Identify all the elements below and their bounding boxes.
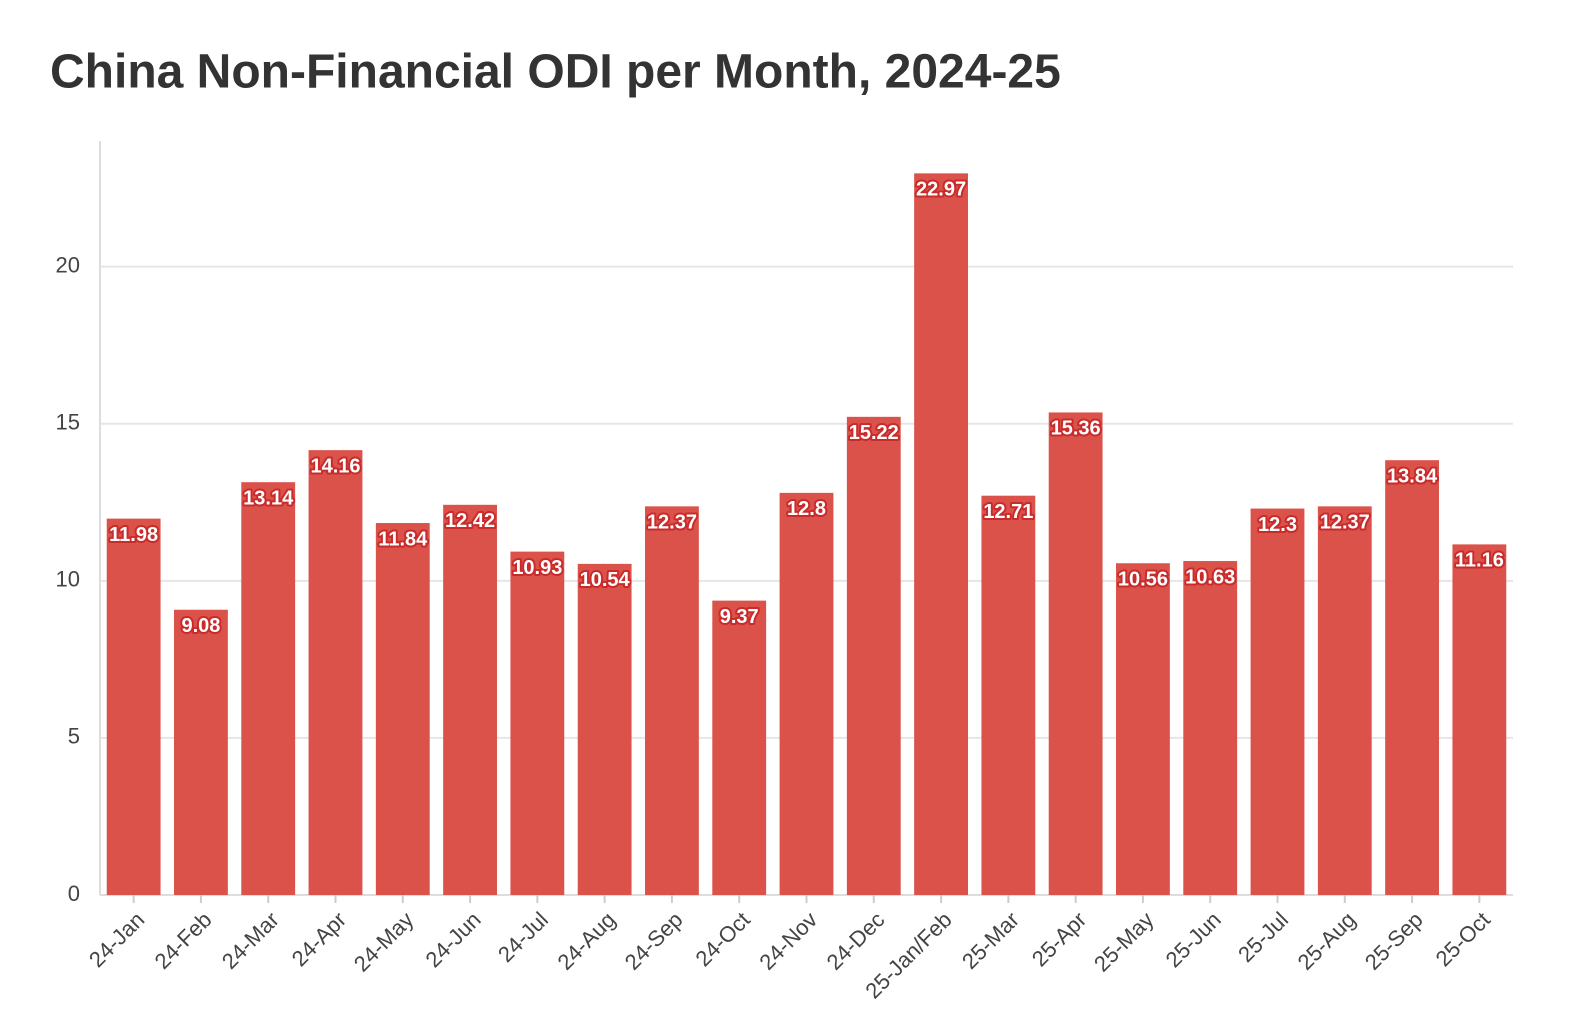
value-label: 10.63	[1185, 566, 1235, 588]
value-label: 9.37	[720, 606, 759, 628]
x-tick-label: 25-Jun	[1161, 907, 1226, 972]
bar	[106, 518, 161, 895]
value-label: 11.98	[109, 524, 158, 546]
bar	[779, 492, 834, 895]
bar	[510, 551, 565, 895]
bar	[645, 506, 699, 895]
x-tick-label: 25-Mar	[957, 907, 1024, 974]
value-label: 12.37	[647, 512, 697, 534]
x-tick-label: 25-Apr	[1027, 907, 1091, 971]
bar	[375, 523, 430, 895]
value-label: 12.42	[445, 510, 495, 532]
x-tick-label: 25-Sep	[1360, 907, 1428, 975]
value-label: 12.71	[983, 501, 1033, 523]
x-tick-label: 25-Jul	[1233, 907, 1293, 967]
value-label: 9.08	[181, 615, 220, 637]
bar	[1116, 563, 1170, 895]
x-tick-label: 24-Mar	[217, 907, 284, 974]
x-tick-label: 24-May	[349, 907, 419, 977]
x-tick-label: 24-Aug	[552, 907, 620, 975]
y-tick-label: 0	[68, 881, 80, 906]
x-tick-label: 24-Sep	[620, 907, 688, 975]
bar	[174, 609, 228, 895]
y-tick-label: 10	[56, 567, 80, 592]
value-label: 11.84	[378, 528, 428, 550]
x-tick-label: 24-Apr	[287, 907, 351, 971]
y-tick-label: 20	[56, 252, 80, 277]
value-label: 10.56	[1118, 569, 1168, 591]
bar	[914, 173, 968, 896]
bar	[1385, 460, 1439, 895]
value-label: 15.22	[849, 422, 899, 444]
value-label: 10.93	[512, 557, 562, 579]
x-tick-label: 25-Aug	[1293, 907, 1361, 975]
value-label: 22.97	[916, 179, 966, 201]
x-tick-label: 24-Nov	[754, 907, 822, 975]
bar	[1048, 412, 1103, 895]
bar	[981, 495, 1036, 895]
value-label: 13.14	[243, 487, 294, 509]
bar	[1250, 508, 1305, 895]
value-label: 11.16	[1455, 550, 1504, 572]
value-label: 12.8	[787, 498, 826, 520]
bar	[577, 563, 632, 895]
x-tick-label: 24-Oct	[690, 907, 754, 971]
chart-title: China Non-Financial ODI per Month, 2024-…	[50, 46, 1061, 99]
value-label: 10.54	[580, 569, 631, 591]
value-label: 12.3	[1258, 514, 1297, 536]
bar	[712, 600, 767, 895]
bar	[308, 450, 363, 895]
x-tick-label: 24-Feb	[150, 907, 217, 974]
bar	[1317, 506, 1372, 895]
x-tick-label: 24-Jun	[420, 907, 485, 972]
bar	[443, 504, 497, 895]
bar	[846, 416, 901, 895]
bar	[1183, 561, 1238, 895]
bar	[241, 482, 296, 895]
value-label: 14.16	[310, 455, 360, 477]
x-tick-label: 24-Jan	[84, 907, 149, 972]
value-label: 15.36	[1051, 418, 1101, 440]
x-tick-label: 25-Oct	[1431, 907, 1495, 971]
value-label: 13.84	[1387, 465, 1438, 487]
x-tick-label: 24-Jul	[493, 907, 553, 967]
x-tick-label: 24-Dec	[822, 907, 890, 975]
y-tick-label: 15	[56, 410, 80, 435]
value-label: 12.37	[1320, 512, 1370, 534]
y-tick-label: 5	[68, 724, 80, 749]
x-tick-label: 25-May	[1089, 907, 1159, 977]
bar	[1452, 544, 1507, 895]
